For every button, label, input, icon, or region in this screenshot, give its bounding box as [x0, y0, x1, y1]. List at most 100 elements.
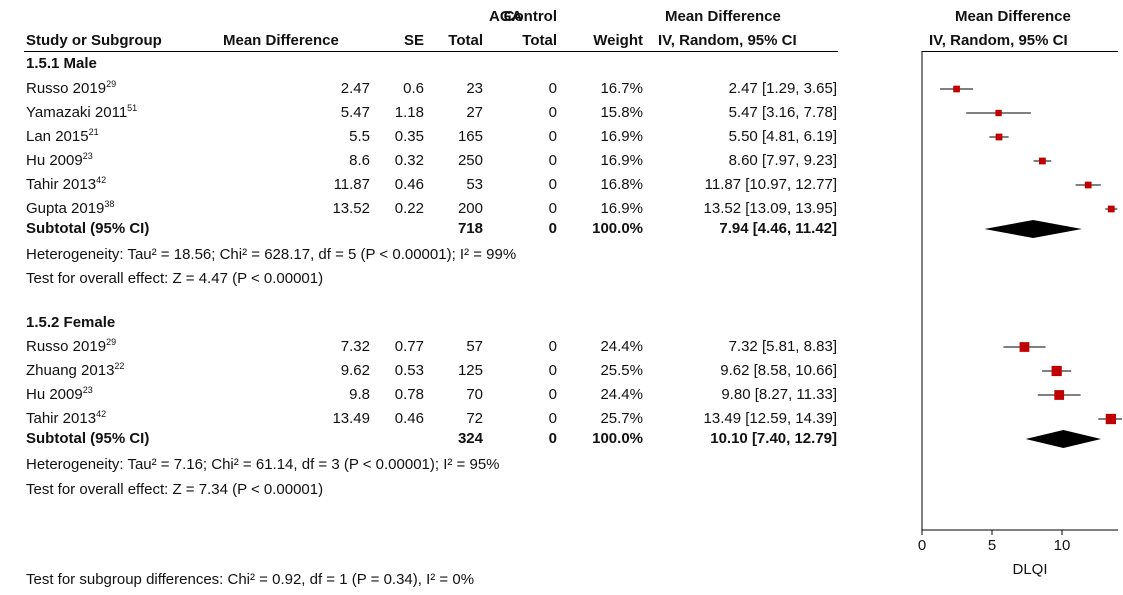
se-value: 0.77: [394, 338, 424, 355]
ci-value: 5.50 [4.81, 6.19]: [728, 128, 837, 145]
overall-effect-text: Test for overall effect: Z = 7.34 (P < 0…: [26, 481, 324, 498]
weight-value: 16.8%: [600, 176, 643, 193]
aga-total: 125: [457, 362, 483, 379]
se-value: 0.35: [394, 128, 424, 145]
header-se: SE: [403, 32, 424, 49]
header-mean-difference: Mean Difference: [223, 32, 339, 49]
x-tick-label: 5: [988, 537, 996, 554]
se-value: 1.18: [394, 104, 424, 121]
weight-value: 16.9%: [600, 200, 643, 217]
study-name: Lan 201521: [26, 127, 99, 146]
subtotal-weight: 100.0%: [592, 220, 643, 237]
subtotal-diamond: [984, 220, 1082, 238]
effect-marker: [1019, 342, 1030, 352]
subtotal-aga: 718: [457, 220, 483, 237]
effect-marker: [953, 85, 960, 93]
control-total: 0: [548, 104, 557, 121]
aga-total: 250: [457, 152, 483, 169]
heterogeneity-text: Heterogeneity: Tau² = 7.16; Chi² = 61.14…: [26, 456, 500, 473]
weight-value: 16.7%: [600, 80, 643, 97]
study-name: Yamazaki 201151: [26, 103, 138, 122]
plot-marks: [940, 85, 1122, 448]
study-name: Zhuang 201322: [26, 361, 125, 380]
se-value: 0.78: [394, 386, 424, 403]
md-value: 9.62: [340, 362, 370, 379]
ci-value: 8.60 [7.97, 9.23]: [728, 152, 837, 169]
control-total: 0: [548, 152, 557, 169]
weight-value: 16.9%: [600, 128, 643, 145]
control-total: 0: [548, 200, 557, 217]
subtotal-weight: 100.0%: [592, 430, 643, 447]
header-aga: AGA: [489, 8, 523, 25]
x-tick-label: 0: [918, 537, 926, 554]
effect-marker: [995, 133, 1003, 141]
header-rule: [24, 51, 838, 52]
study-name: Tahir 201342: [26, 409, 107, 428]
ci-value: 5.47 [3.16, 7.78]: [728, 104, 837, 121]
se-value: 0.22: [394, 200, 424, 217]
effect-marker: [995, 109, 1002, 117]
weight-value: 16.9%: [600, 152, 643, 169]
se-value: 0.46: [394, 410, 424, 427]
subtotal-diamond: [1025, 430, 1102, 448]
subtotal-label: Subtotal (95% CI): [26, 220, 150, 237]
aga-total: 27: [466, 104, 483, 121]
control-total: 0: [548, 80, 557, 97]
subtotal-control: 0: [548, 220, 557, 237]
subtotal-ci: 7.94 [4.46, 11.42]: [719, 220, 837, 237]
md-value: 5.47: [340, 104, 370, 121]
md-value: 8.6: [349, 152, 370, 169]
aga-total: 165: [457, 128, 483, 145]
weight-value: 25.5%: [600, 362, 643, 379]
ci-value: 11.87 [10.97, 12.77]: [704, 176, 837, 193]
md-value: 2.47: [340, 80, 370, 97]
group-label-female: 1.5.2 Female: [26, 314, 116, 331]
x-axis-label: DLQI: [1012, 561, 1047, 578]
control-total: 0: [548, 128, 557, 145]
aga-total: 200: [457, 200, 483, 217]
x-tick-label: 10: [1054, 537, 1071, 554]
plot-header-rule: [922, 51, 1118, 52]
md-value: 13.49: [332, 410, 370, 427]
aga-total: 70: [466, 386, 483, 403]
study-name: Hu 200923: [26, 151, 93, 170]
header-control: Control: [503, 8, 557, 25]
ci-value: 13.52 [13.09, 13.95]: [703, 200, 837, 217]
control-total: 0: [548, 176, 557, 193]
study-name: Gupta 201938: [26, 199, 115, 218]
subgroup-differences-text: Test for subgroup differences: Chi² = 0.…: [26, 571, 475, 588]
ci-value: 9.80 [8.27, 11.33]: [721, 386, 837, 403]
aga-total: 53: [466, 176, 483, 193]
study-name: Hu 200923: [26, 385, 93, 404]
ci-value: 13.49 [12.59, 14.39]: [703, 410, 837, 427]
effect-marker: [1107, 205, 1115, 213]
se-value: 0.53: [394, 362, 424, 379]
header-ci-top: Mean Difference: [665, 8, 781, 25]
aga-total: 72: [466, 410, 483, 427]
subtotal-aga: 324: [457, 430, 483, 447]
header-plot-top: Mean Difference: [955, 8, 1071, 25]
se-value: 0.6: [403, 80, 424, 97]
se-value: 0.46: [394, 176, 424, 193]
weight-value: 24.4%: [600, 338, 643, 355]
aga-total: 23: [466, 80, 483, 97]
control-total: 0: [548, 338, 557, 355]
study-name: Russo 201929: [26, 79, 117, 98]
aga-total: 57: [466, 338, 483, 355]
header-plot-bottom: IV, Random, 95% CI: [929, 32, 1068, 49]
header-ci-bottom: IV, Random, 95% CI: [658, 32, 797, 49]
heterogeneity-text: Heterogeneity: Tau² = 18.56; Chi² = 628.…: [26, 246, 517, 263]
header-control-total: Total: [522, 32, 557, 49]
effect-marker: [1051, 365, 1062, 377]
study-name: Russo 201929: [26, 337, 117, 356]
subtotal-ci: 10.10 [7.40, 12.79]: [710, 430, 837, 447]
subtotal-label: Subtotal (95% CI): [26, 430, 150, 447]
ci-value: 7.32 [5.81, 8.83]: [728, 338, 837, 355]
md-value: 11.87: [333, 176, 370, 193]
header-study: Study or Subgroup: [26, 32, 162, 49]
group-label-male: 1.5.1 Male: [26, 55, 97, 72]
weight-value: 24.4%: [600, 386, 643, 403]
control-total: 0: [548, 386, 557, 403]
control-total: 0: [548, 362, 557, 379]
